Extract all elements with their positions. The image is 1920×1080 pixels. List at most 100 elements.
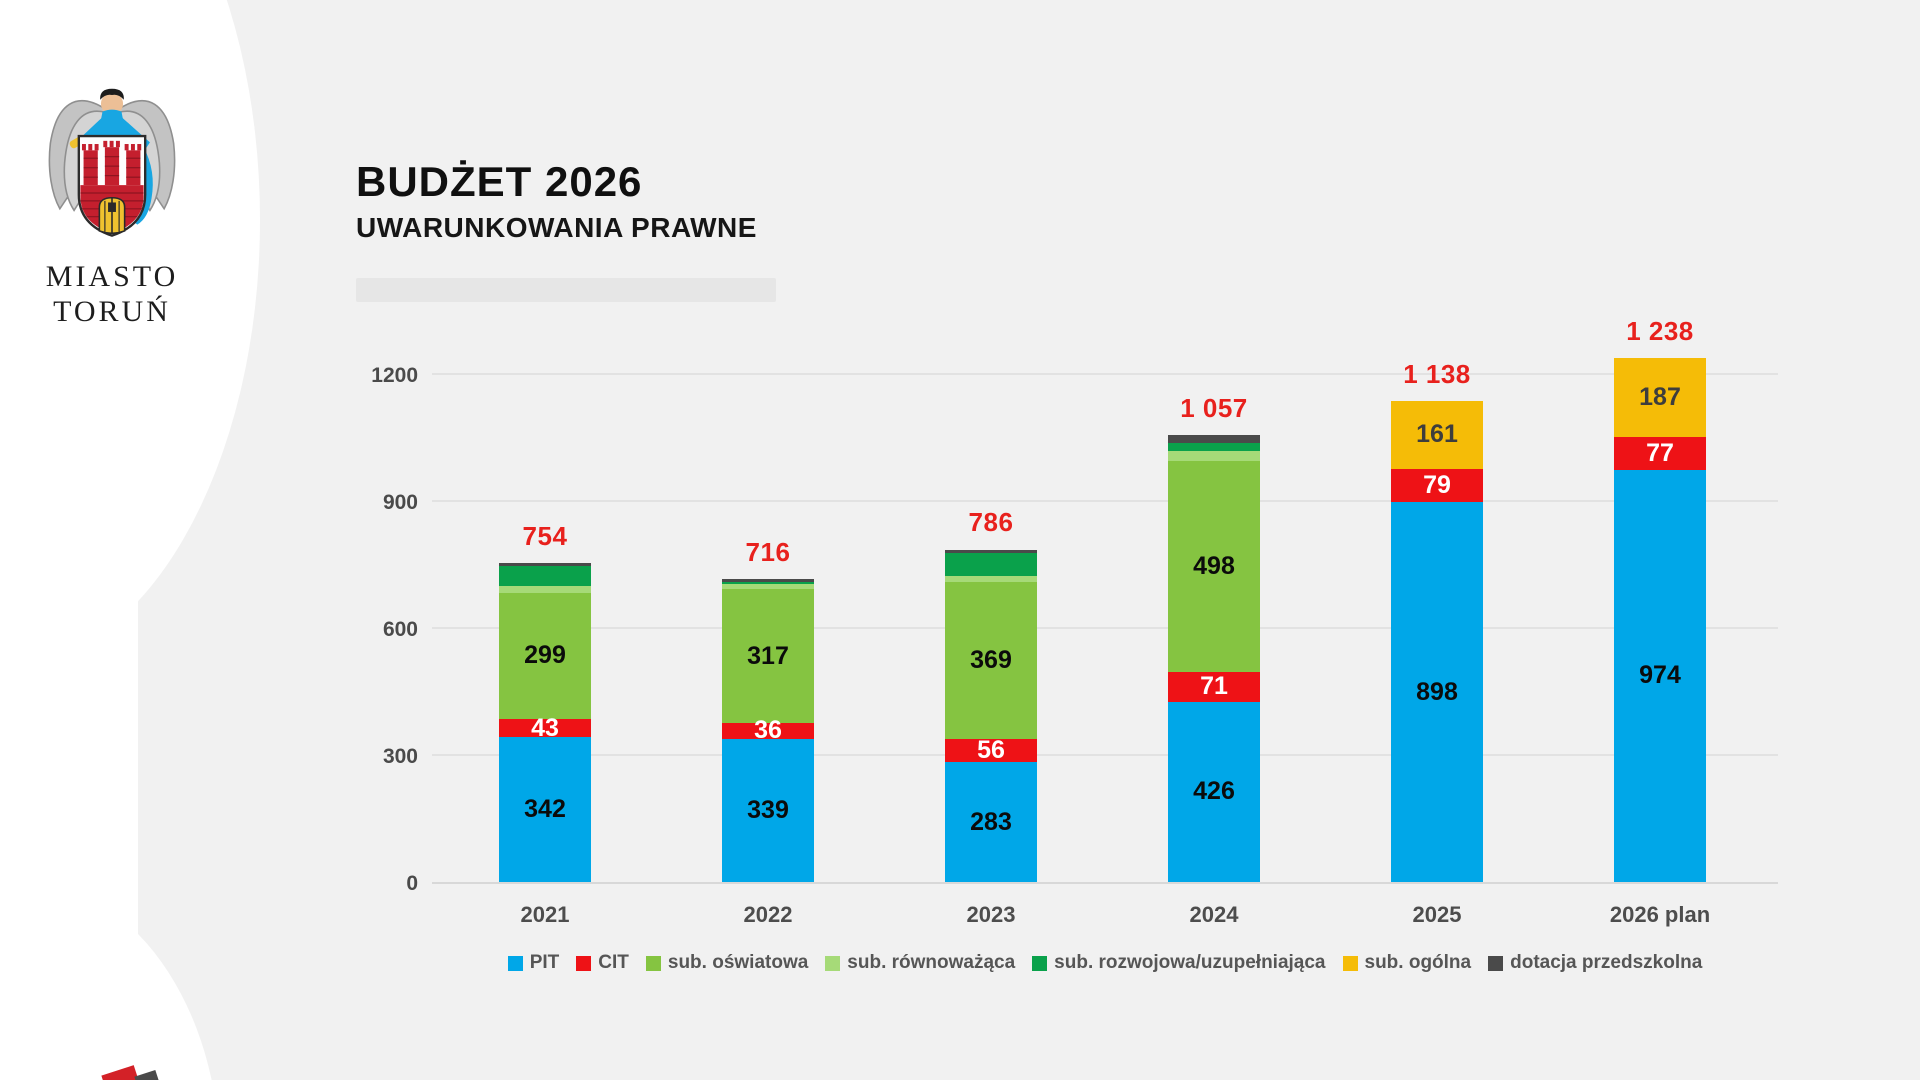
bar-segment: 161 — [1391, 400, 1483, 469]
bar-segment — [945, 549, 1037, 553]
segment-value-label: 187 — [1639, 383, 1681, 412]
legend-label: sub. ogólna — [1364, 952, 1472, 973]
y-tick-label: 1200 — [371, 364, 418, 388]
bar-segment — [722, 581, 814, 584]
legend-swatch-icon — [825, 955, 841, 971]
bar-total-label: 1 057 — [1180, 392, 1248, 423]
bar-2021: 342 43 299 — [499, 563, 591, 882]
logo-text-line2: TORUŃ — [53, 294, 171, 328]
bar-segment — [499, 586, 591, 593]
bar-segment — [499, 563, 591, 567]
bar-segment — [945, 576, 1037, 583]
legend-swatch-icon — [645, 955, 661, 971]
y-tick-label: 0 — [406, 872, 418, 895]
legend-label: dotacja przedszkolna — [1510, 952, 1703, 973]
legend-item: PIT — [507, 952, 560, 974]
segment-value-label: 36 — [754, 716, 782, 745]
x-tick-label: 2024 — [1189, 902, 1239, 927]
legend-label: CIT — [598, 952, 629, 973]
y-tick-label: 900 — [382, 491, 418, 515]
bar-segment — [722, 579, 814, 582]
x-tick-label: 2021 — [520, 902, 570, 927]
x-tick-label: 2026 plan — [1609, 902, 1711, 927]
logo-text: MIASTO TORUŃ — [22, 260, 202, 329]
segment-value-label: 974 — [1639, 661, 1681, 690]
y-tick-label: 300 — [382, 745, 418, 769]
bar-2025: 898 79 161 — [1391, 400, 1483, 882]
gridline — [432, 500, 1778, 503]
bar-total-label: 1 238 — [1626, 316, 1694, 347]
bar-segment — [1168, 434, 1260, 443]
bar-segment: 426 — [1168, 701, 1260, 882]
legend-label: sub. rozwojowa/uzupełniająca — [1054, 952, 1326, 973]
bar-2023: 283 56 369 — [945, 549, 1037, 882]
segment-value-label: 898 — [1416, 677, 1458, 706]
legend-swatch-icon — [1488, 955, 1504, 971]
bar-2024: 426 71 498 — [1168, 434, 1260, 882]
bar-segment — [722, 583, 814, 590]
bar-segment: 71 — [1168, 671, 1260, 702]
bar-segment: 79 — [1391, 468, 1483, 503]
bar-segment: 36 — [722, 718, 814, 743]
gridline — [432, 373, 1778, 376]
legend-label: sub. równoważąca — [847, 952, 1016, 973]
segment-value-label: 79 — [1423, 470, 1451, 499]
page-title: BUDŻET 2026 — [356, 158, 643, 205]
bar-segment — [1168, 450, 1260, 462]
segment-value-label: 283 — [970, 807, 1012, 836]
gridline — [432, 754, 1778, 757]
legend-item: dotacja przedszkolna — [1488, 952, 1702, 974]
segment-value-label: 77 — [1646, 439, 1674, 468]
legend-swatch-icon — [576, 955, 592, 971]
bar-segment — [1168, 442, 1260, 451]
x-tick-label: 2025 — [1412, 902, 1462, 927]
segment-value-label: 43 — [531, 713, 559, 742]
legend-label: sub. oświatowa — [667, 952, 809, 973]
subtitle-decoration-band — [356, 278, 776, 302]
segment-value-label: 71 — [1200, 672, 1228, 701]
bar-segment: 299 — [499, 592, 591, 720]
bar-segment: 342 — [499, 737, 591, 882]
bar-total-label: 786 — [968, 507, 1014, 538]
segment-value-label: 426 — [1193, 777, 1235, 806]
bar-segment: 974 — [1614, 469, 1706, 882]
legend-item: CIT — [576, 952, 629, 974]
gridline — [432, 627, 1778, 630]
legend-item: sub. równoważąca — [825, 952, 1015, 974]
bar-segment: 339 — [722, 738, 814, 882]
bar-segment: 898 — [1391, 502, 1483, 882]
torun-coat-of-arms-icon — [48, 88, 176, 237]
legend-label: PIT — [529, 952, 560, 973]
x-tick-label: 2022 — [743, 902, 793, 927]
bar-segment: 43 — [499, 715, 591, 740]
segment-value-label: 299 — [524, 641, 566, 670]
segment-value-label: 317 — [747, 641, 789, 670]
segment-value-label: 161 — [1416, 420, 1458, 449]
segment-value-label: 342 — [524, 795, 566, 824]
legend-swatch-icon — [1342, 955, 1358, 971]
bar-segment — [499, 566, 591, 587]
bar-total-label: 1 138 — [1403, 358, 1471, 389]
bar-segment: 317 — [722, 589, 814, 724]
bar-2026-plan: 974 77 187 — [1614, 358, 1706, 882]
background-curve-bottom — [0, 880, 220, 1080]
bar-total-label: 716 — [745, 537, 791, 568]
bar-segment — [945, 552, 1037, 577]
legend-swatch-icon — [507, 955, 523, 971]
segment-value-label: 56 — [977, 735, 1005, 764]
logo-text-line1: MIASTO — [45, 260, 179, 293]
legend-swatch-icon — [1032, 955, 1048, 971]
chart-legend: PIT CIT sub. oświatowa sub. równoważąca sub.… — [432, 952, 1778, 974]
city-logo: MIASTO TORUŃ — [22, 68, 202, 329]
bar-segment: 187 — [1614, 358, 1706, 438]
bar-total-label: 754 — [522, 521, 568, 551]
header: BUDŻET 2026 UWARUNKOWANIA PRAWNE — [356, 158, 757, 244]
segment-value-label: 498 — [1193, 551, 1235, 580]
x-tick-label: 2023 — [966, 902, 1016, 927]
bar-segment: 369 — [945, 582, 1037, 739]
page-subtitle: UWARUNKOWANIA PRAWNE — [356, 212, 757, 243]
bar-2022: 339 36 317 — [722, 579, 814, 882]
bar-segment: 77 — [1614, 437, 1706, 470]
segment-value-label: 339 — [747, 795, 789, 824]
bar-segment: 283 — [945, 762, 1037, 882]
